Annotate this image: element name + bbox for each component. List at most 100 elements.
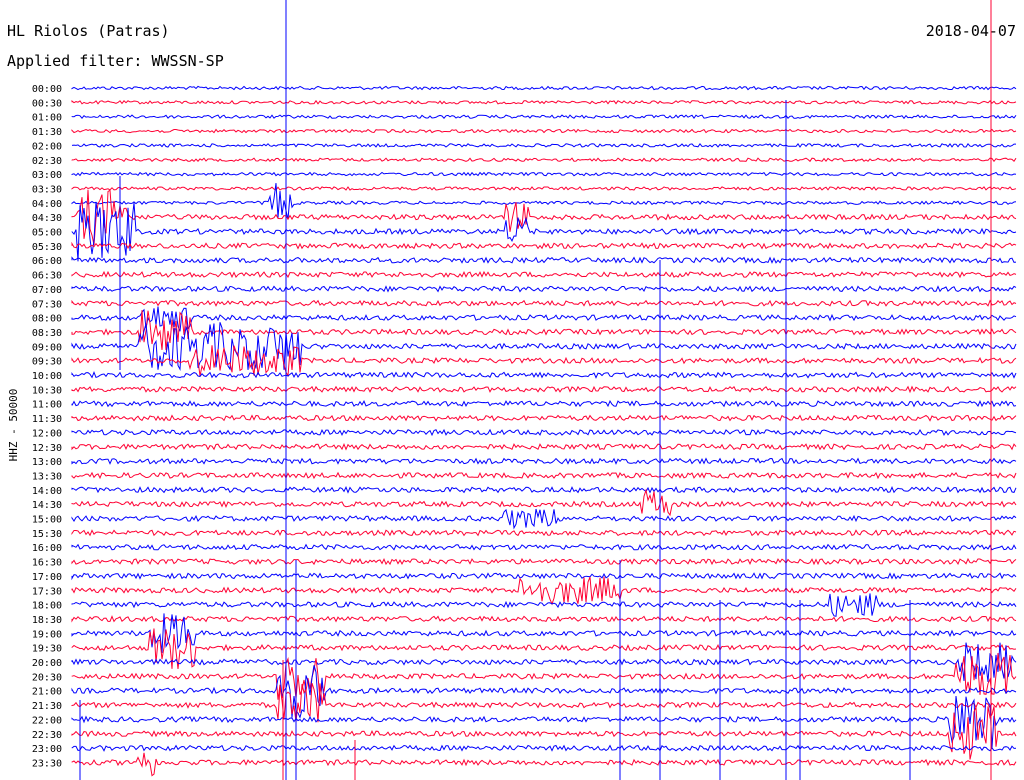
trace-line (71, 385, 1017, 394)
trace-line (71, 306, 1017, 332)
time-label: 23:30 (32, 758, 62, 769)
trace-line (71, 157, 1017, 163)
trace-line (71, 543, 1017, 551)
trace-line (71, 752, 1017, 777)
station-title: HL Riolos (Patras) (7, 22, 170, 40)
trace-line (71, 310, 1017, 351)
trace-line (71, 189, 1017, 246)
time-label: 06:00 (32, 256, 62, 267)
trace-line (71, 471, 1017, 480)
date-label: 2018-04-07 (926, 22, 1016, 40)
trace-line (71, 114, 1017, 120)
trace-line (71, 508, 1017, 530)
trace-line (71, 557, 1017, 566)
trace-line (71, 642, 1017, 682)
time-label: 12:30 (32, 443, 62, 454)
trace-line (71, 457, 1017, 465)
trace-line (71, 529, 1017, 537)
trace-line (71, 613, 1017, 653)
time-label: 11:30 (32, 414, 62, 425)
time-label: 23:00 (32, 744, 62, 755)
time-label: 00:00 (32, 84, 62, 95)
trace-line (71, 99, 1017, 105)
time-label: 19:30 (32, 644, 62, 655)
time-label: 14:00 (32, 486, 62, 497)
time-label: 07:00 (32, 285, 62, 296)
time-label: 05:00 (32, 228, 62, 239)
time-label: 19:00 (32, 629, 62, 640)
time-label: 21:30 (32, 701, 62, 712)
time-label: 15:30 (32, 529, 62, 540)
time-label: 13:30 (32, 471, 62, 482)
trace-line (71, 615, 1017, 623)
time-label: 06:30 (32, 271, 62, 282)
time-label: 00:30 (32, 98, 62, 109)
trace-line (71, 85, 1017, 91)
trace-line (71, 653, 1017, 702)
filter-label: Applied filter: WWSSN-SP (7, 52, 224, 70)
time-label: 02:00 (32, 141, 62, 152)
time-label: 10:30 (32, 385, 62, 396)
trace-line (71, 442, 1017, 451)
time-label: 20:00 (32, 658, 62, 669)
time-label: 09:30 (32, 357, 62, 368)
trace-line (71, 256, 1017, 264)
trace-line (71, 142, 1016, 148)
time-label: 20:30 (32, 672, 62, 683)
trace-line (71, 665, 1017, 719)
trace-line (71, 171, 1017, 177)
time-label: 21:00 (32, 687, 62, 698)
trace-line (71, 186, 1017, 191)
trace-line (71, 695, 1017, 748)
time-label: 16:30 (32, 558, 62, 569)
time-label: 03:30 (32, 184, 62, 195)
time-label: 09:00 (32, 342, 62, 353)
trace-line (71, 488, 1017, 517)
trace-line (71, 241, 1017, 250)
trace-line (71, 414, 1017, 422)
time-label: 01:00 (32, 113, 62, 124)
trace-line (71, 706, 1017, 760)
time-label: 22:30 (32, 730, 62, 741)
trace-line (71, 682, 1017, 723)
time-label: 08:30 (32, 328, 62, 339)
time-label: 17:00 (32, 572, 62, 583)
trace-line (71, 486, 1017, 494)
time-label: 22:00 (32, 715, 62, 726)
time-label: 01:30 (32, 127, 62, 138)
time-label: 13:00 (32, 457, 62, 468)
trace-line (71, 593, 1017, 617)
time-label: 10:00 (32, 371, 62, 382)
trace-line (71, 201, 1017, 262)
time-label: 17:30 (32, 586, 62, 597)
time-label: 18:00 (32, 601, 62, 612)
time-label: 04:30 (32, 213, 62, 224)
time-label: 15:00 (32, 515, 62, 526)
trace-line (71, 628, 1017, 669)
trace-line (71, 183, 1017, 220)
trace-line (71, 299, 1017, 307)
trace-line (71, 285, 1017, 293)
y-axis-label: HHZ - 50000 (7, 389, 20, 462)
time-label: 18:30 (32, 615, 62, 626)
time-label: 12:00 (32, 428, 62, 439)
trace-line (71, 744, 1017, 752)
time-label: 05:30 (32, 242, 62, 253)
time-label: 11:00 (32, 400, 62, 411)
time-label: 03:00 (32, 170, 62, 181)
trace-line (71, 572, 1017, 581)
trace-line (71, 428, 1017, 437)
time-label: 08:00 (32, 314, 62, 325)
time-label: 16:00 (32, 543, 62, 554)
trace-line (71, 345, 1017, 378)
trace-line (71, 400, 1017, 408)
trace-line (71, 128, 1017, 134)
trace-line (71, 371, 1017, 379)
trace-line (71, 576, 1017, 606)
time-label: 07:30 (32, 299, 62, 310)
trace-line (71, 270, 1017, 279)
time-label: 04:00 (32, 199, 62, 210)
time-label: 02:30 (32, 156, 62, 167)
time-label: 14:30 (32, 500, 62, 511)
